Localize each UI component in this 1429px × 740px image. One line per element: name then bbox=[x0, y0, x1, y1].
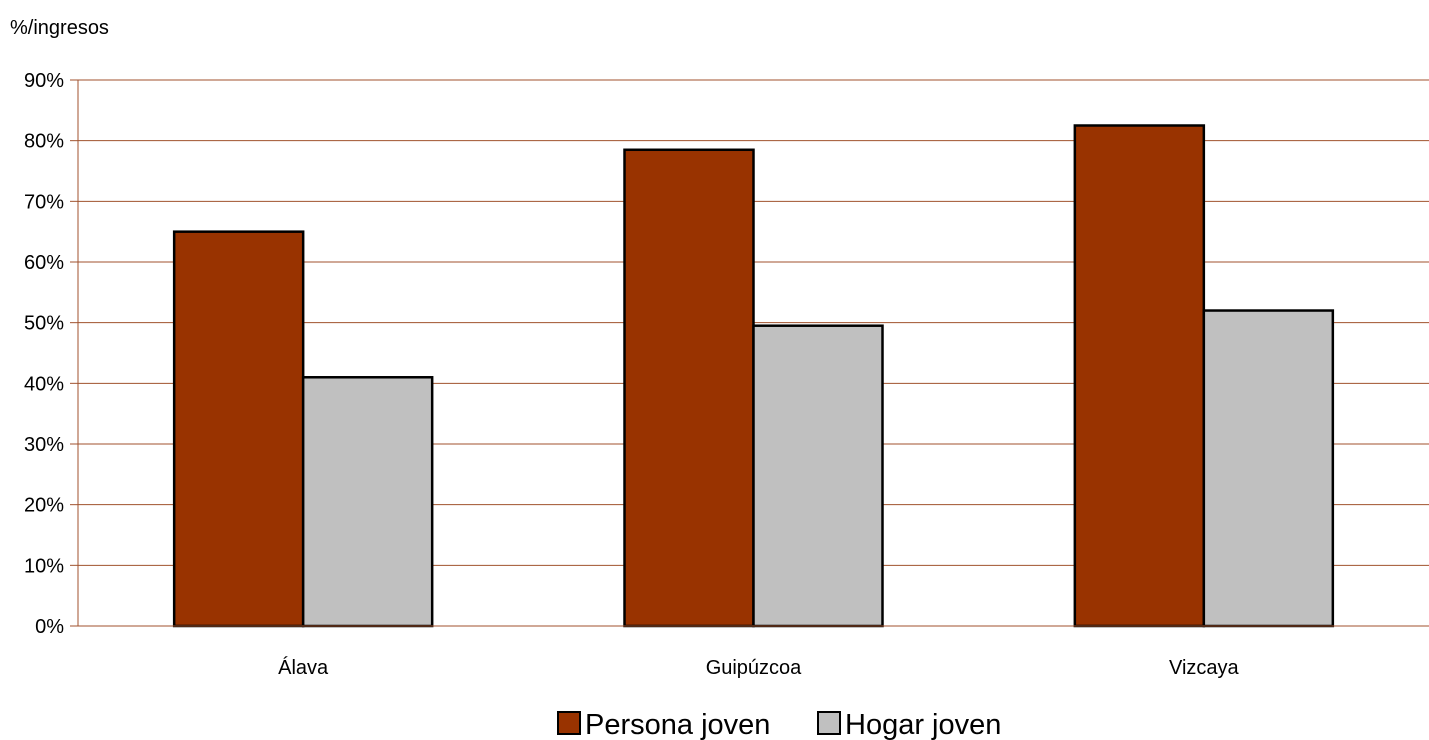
bar-persona-joven-2 bbox=[1073, 124, 1206, 628]
y-tick-label: 10% bbox=[24, 555, 64, 577]
bar-persona-joven-1 bbox=[623, 148, 755, 628]
y-tick-label: 60% bbox=[24, 252, 64, 274]
y-tick-label: 50% bbox=[24, 313, 64, 335]
bar-hogar-joven-2 bbox=[1202, 309, 1335, 628]
bars bbox=[172, 124, 1335, 628]
y-tick-label: 80% bbox=[24, 131, 64, 153]
axes bbox=[77, 80, 1429, 627]
legend-label: Persona joven bbox=[585, 709, 770, 740]
legend: Persona joven Hogar joven bbox=[557, 709, 1001, 740]
legend-label: Hogar joven bbox=[845, 709, 1001, 740]
y-tick-label: 70% bbox=[24, 191, 64, 213]
y-tick-labels: 0% 10% 20% 30% 40% 50% 60% 70% 80% 90% bbox=[24, 70, 78, 638]
y-tick-label: 30% bbox=[24, 434, 64, 456]
legend-swatch bbox=[817, 711, 841, 735]
x-category-label: Guipúzcoa bbox=[706, 657, 802, 679]
y-tick-label: 90% bbox=[24, 70, 64, 92]
y-tick-label: 40% bbox=[24, 373, 64, 395]
x-category-labels: Álava Guipúzcoa Vizcaya bbox=[278, 656, 1239, 679]
y-tick-label: 0% bbox=[35, 616, 64, 638]
legend-swatch bbox=[557, 711, 581, 735]
x-category-label: Álava bbox=[278, 656, 329, 679]
y-tick-label: 20% bbox=[24, 495, 64, 517]
x-category-label: Vizcaya bbox=[1169, 657, 1240, 679]
y-axis-title: %/ingresos bbox=[10, 17, 109, 39]
bar-persona-joven-0 bbox=[172, 230, 305, 628]
bar-hogar-joven-1 bbox=[752, 324, 884, 628]
bar-hogar-joven-0 bbox=[301, 376, 434, 628]
